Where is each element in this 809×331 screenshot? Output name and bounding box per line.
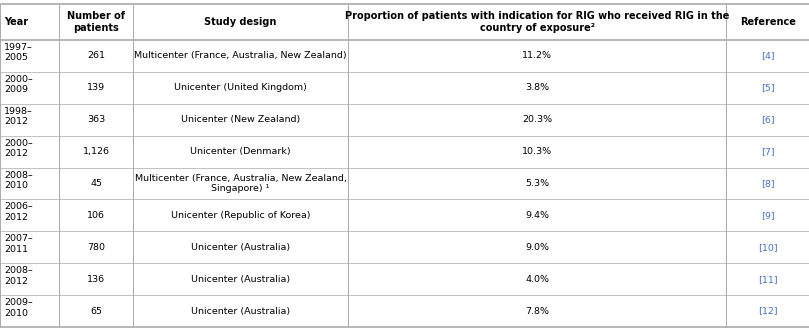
Text: 9.0%: 9.0% — [525, 243, 549, 252]
Text: 4.0%: 4.0% — [525, 275, 549, 284]
Text: 106: 106 — [87, 211, 105, 220]
Text: Unicenter (Denmark): Unicenter (Denmark) — [190, 147, 291, 156]
Text: Number of
patients: Number of patients — [67, 11, 125, 33]
Text: Unicenter (Australia): Unicenter (Australia) — [191, 243, 290, 252]
Text: Unicenter (United Kingdom): Unicenter (United Kingdom) — [174, 83, 307, 92]
Text: 5.3%: 5.3% — [525, 179, 549, 188]
Text: [12]: [12] — [758, 307, 777, 315]
Text: Unicenter (New Zealand): Unicenter (New Zealand) — [181, 115, 300, 124]
Text: Unicenter (Australia): Unicenter (Australia) — [191, 307, 290, 315]
Text: [6]: [6] — [761, 115, 774, 124]
Text: 139: 139 — [87, 83, 105, 92]
Text: [8]: [8] — [761, 179, 774, 188]
Text: Year: Year — [4, 17, 28, 27]
Text: 136: 136 — [87, 275, 105, 284]
Text: 363: 363 — [87, 115, 105, 124]
Text: 9.4%: 9.4% — [525, 211, 549, 220]
Text: 45: 45 — [91, 179, 102, 188]
Text: Multicenter (France, Australia, New Zealand): Multicenter (France, Australia, New Zeal… — [134, 51, 347, 61]
Text: 2008–
2010: 2008– 2010 — [4, 170, 32, 190]
Text: [10]: [10] — [758, 243, 777, 252]
Text: 261: 261 — [87, 51, 105, 61]
Text: 20.3%: 20.3% — [522, 115, 553, 124]
Text: 3.8%: 3.8% — [525, 83, 549, 92]
Text: Proportion of patients with indication for RIG who received RIG in the
country o: Proportion of patients with indication f… — [345, 11, 730, 33]
Text: 7.8%: 7.8% — [525, 307, 549, 315]
Text: 2000–
2012: 2000– 2012 — [4, 139, 32, 158]
Text: Unicenter (Republic of Korea): Unicenter (Republic of Korea) — [171, 211, 311, 220]
Text: 10.3%: 10.3% — [522, 147, 553, 156]
Text: [7]: [7] — [761, 147, 774, 156]
Text: 1998–
2012: 1998– 2012 — [4, 107, 32, 126]
Text: [4]: [4] — [761, 51, 774, 61]
Text: 65: 65 — [91, 307, 102, 315]
Text: [11]: [11] — [758, 275, 777, 284]
Text: [5]: [5] — [761, 83, 774, 92]
Text: 2008–
2012: 2008– 2012 — [4, 266, 32, 286]
Text: [9]: [9] — [761, 211, 774, 220]
Text: Study design: Study design — [205, 17, 277, 27]
Text: Multicenter (France, Australia, New Zealand,
Singapore) ¹: Multicenter (France, Australia, New Zeal… — [135, 174, 346, 193]
Text: 2000–
2009: 2000– 2009 — [4, 75, 32, 94]
Text: 1,126: 1,126 — [83, 147, 110, 156]
Text: 11.2%: 11.2% — [522, 51, 553, 61]
Text: 2006–
2012: 2006– 2012 — [4, 203, 32, 222]
Text: Reference: Reference — [739, 17, 796, 27]
Text: 1997–
2005: 1997– 2005 — [4, 43, 32, 63]
Text: 780: 780 — [87, 243, 105, 252]
Text: Unicenter (Australia): Unicenter (Australia) — [191, 275, 290, 284]
Text: 2007–
2011: 2007– 2011 — [4, 234, 32, 254]
Text: 2009–
2010: 2009– 2010 — [4, 298, 32, 317]
